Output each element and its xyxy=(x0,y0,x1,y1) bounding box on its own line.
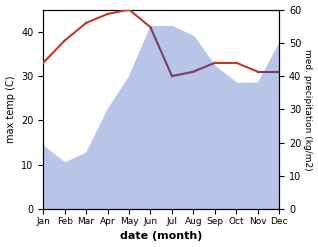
Y-axis label: max temp (C): max temp (C) xyxy=(5,76,16,143)
Y-axis label: med. precipitation (kg/m2): med. precipitation (kg/m2) xyxy=(303,49,313,170)
X-axis label: date (month): date (month) xyxy=(120,231,203,242)
